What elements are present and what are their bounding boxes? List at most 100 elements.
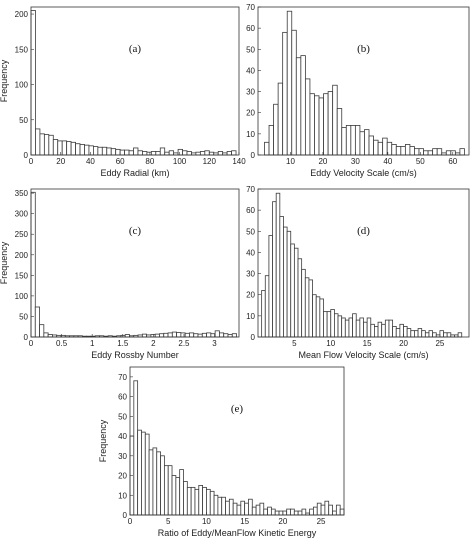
histogram-bar-d <box>363 321 368 338</box>
histogram-bar-e <box>160 455 165 516</box>
y-axis-label-c: Frequency <box>0 241 9 284</box>
histogram-bar-a <box>101 146 108 156</box>
y-tick-label-a: 50 <box>19 116 28 125</box>
histogram-bar-b <box>354 125 361 156</box>
histogram-bar-d <box>377 321 383 338</box>
x-tick-label-c: 0 <box>29 339 34 348</box>
histogram-bar-c <box>43 332 49 338</box>
x-axis-label-a: Eddy Radial (km) <box>100 168 169 178</box>
histogram-bar-e <box>141 431 146 516</box>
x-tick-label-a: 100 <box>173 157 187 166</box>
y-tick-label-b: 10 <box>246 130 255 139</box>
histogram-bar-a <box>43 134 50 156</box>
plot-frame-d <box>257 188 470 338</box>
histogram-bar-a <box>208 151 215 156</box>
histogram-bar-b <box>414 148 420 156</box>
histogram-bar-c <box>197 333 203 338</box>
histogram-bar-a <box>79 144 85 156</box>
x-tick-label-d: 15 <box>363 339 372 348</box>
x-tick-label-c: 2 <box>151 339 156 348</box>
x-axis-label-c: Eddy Rossby Number <box>91 350 179 360</box>
histogram-bar-c <box>30 191 36 338</box>
histogram-bar-b <box>391 144 397 156</box>
histogram-bar-b <box>427 150 434 156</box>
y-tick-label-b: 60 <box>246 24 255 33</box>
histogram-bar-d <box>323 311 328 338</box>
histogram-bar-d <box>283 226 288 338</box>
histogram-bar-b <box>282 31 288 156</box>
histogram-bar-a <box>88 145 94 156</box>
x-tick-label-c: 0.5 <box>56 339 68 348</box>
y-tick-label-a: 200 <box>15 10 29 19</box>
histogram-bar-a <box>217 151 224 156</box>
histogram-bar-b <box>400 146 406 156</box>
x-tick-label-d: 5 <box>292 339 297 348</box>
histogram-bar-a <box>93 146 99 156</box>
histogram-bar-a <box>195 151 201 156</box>
histogram-bar-e <box>221 496 226 516</box>
histogram-bar-d <box>272 201 277 338</box>
histogram-bar-a <box>186 151 192 156</box>
histogram-bar-e <box>278 510 284 516</box>
y-tick-label-c: 300 <box>15 210 29 219</box>
histogram-bar-d <box>341 317 346 338</box>
histogram-bar-e <box>152 447 158 516</box>
histogram-bar-d <box>279 216 284 338</box>
histogram-bar-d <box>424 332 430 338</box>
x-tick-label-b: 20 <box>318 157 327 166</box>
histogram-bar-b <box>286 10 293 156</box>
histogram-bar-a <box>119 149 125 156</box>
histogram-bar-a <box>70 141 76 156</box>
histogram-bar-a <box>66 141 72 156</box>
x-tick-label-a: 120 <box>203 157 217 166</box>
histogram-bar-e <box>290 508 295 516</box>
histogram-bar-d <box>446 332 452 338</box>
y-axis-label-e: Frequency <box>98 419 108 462</box>
histogram-bar-a <box>199 151 206 156</box>
y-tick-label-c: 50 <box>19 312 28 321</box>
histogram-bar-e <box>171 475 177 516</box>
y-tick-label-e: 60 <box>118 393 127 402</box>
y-tick-label-e: 0 <box>123 511 128 520</box>
y-tick-label-b: 20 <box>246 109 255 118</box>
histogram-bar-b <box>295 57 302 156</box>
histogram-bar-e <box>328 504 333 516</box>
histogram-panel-c: 0 0.5 1 1.5 2 2.5 3 0 50 100 150 200 250 300 350 Eddy R… <box>0 188 240 360</box>
x-tick-label-a: 140 <box>232 157 246 166</box>
histogram-bar-e <box>228 498 234 516</box>
histogram-bar-d <box>315 296 321 338</box>
histogram-bar-d <box>359 317 364 338</box>
histogram-bar-e <box>251 506 257 516</box>
histogram-bar-a <box>146 151 152 156</box>
histogram-bar-b <box>364 129 370 156</box>
histogram-bar-c <box>231 333 237 338</box>
histogram-bar-a <box>128 150 134 156</box>
histogram-bar-b <box>327 91 334 156</box>
histogram-bar-d <box>403 326 408 338</box>
panel-label-b: (b) <box>357 43 370 55</box>
histogram-bar-d <box>439 330 444 338</box>
y-tick-label-c: 0 <box>24 333 29 342</box>
x-tick-label-b: 10 <box>286 157 295 166</box>
histogram-bar-c <box>163 332 169 338</box>
y-tick-label-d: 20 <box>246 291 255 300</box>
histogram-bar-d <box>421 330 426 338</box>
histogram-bar-b <box>314 95 320 156</box>
histogram-bar-c <box>167 332 173 338</box>
histogram-bar-d <box>330 309 335 338</box>
histogram-bar-e <box>240 500 246 516</box>
histogram-bar-b <box>409 146 415 156</box>
histogram-bar-e <box>198 484 204 516</box>
histogram-bar-a <box>204 150 210 156</box>
histogram-bar-c <box>154 333 160 338</box>
y-axis-label-a: Frequency <box>0 59 9 102</box>
histogram-bar-d <box>417 328 423 338</box>
histogram-bar-e <box>301 508 307 516</box>
y-tick-label-a: 150 <box>15 45 29 54</box>
histogram-bar-c <box>184 332 190 338</box>
histogram-bar-d <box>312 294 317 338</box>
y-tick-label-e: 70 <box>118 373 127 382</box>
plot-frame-e <box>129 366 345 516</box>
y-tick-label-b: 40 <box>246 66 255 75</box>
